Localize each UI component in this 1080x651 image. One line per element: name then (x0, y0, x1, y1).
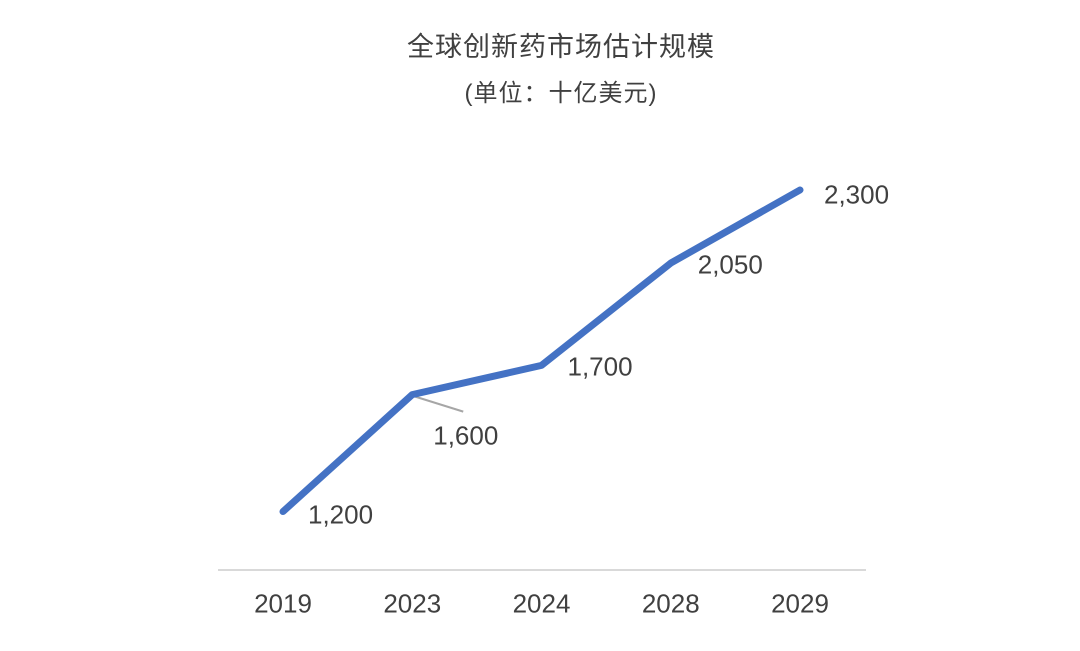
series-line (279, 186, 804, 516)
chart-subtitle: (单位：十亿美元) (464, 80, 658, 107)
data-label: 2,300 (824, 179, 890, 210)
label-leader-line (414, 395, 464, 413)
data-label: 2,050 (697, 249, 763, 280)
data-label: 1,600 (433, 420, 499, 451)
x-axis-tick-label: 2024 (512, 588, 571, 619)
x-axis-tick-label: 2019 (254, 588, 312, 619)
data-label: 1,700 (567, 351, 633, 382)
x-axis-tick-label: 2028 (641, 588, 700, 619)
data-label: 1,200 (308, 499, 374, 530)
x-axis-tick-label: 2023 (383, 588, 442, 619)
x-axis-tick-label: 2029 (771, 588, 829, 619)
chart-title: 全球创新药市场估计规模 (407, 32, 715, 62)
